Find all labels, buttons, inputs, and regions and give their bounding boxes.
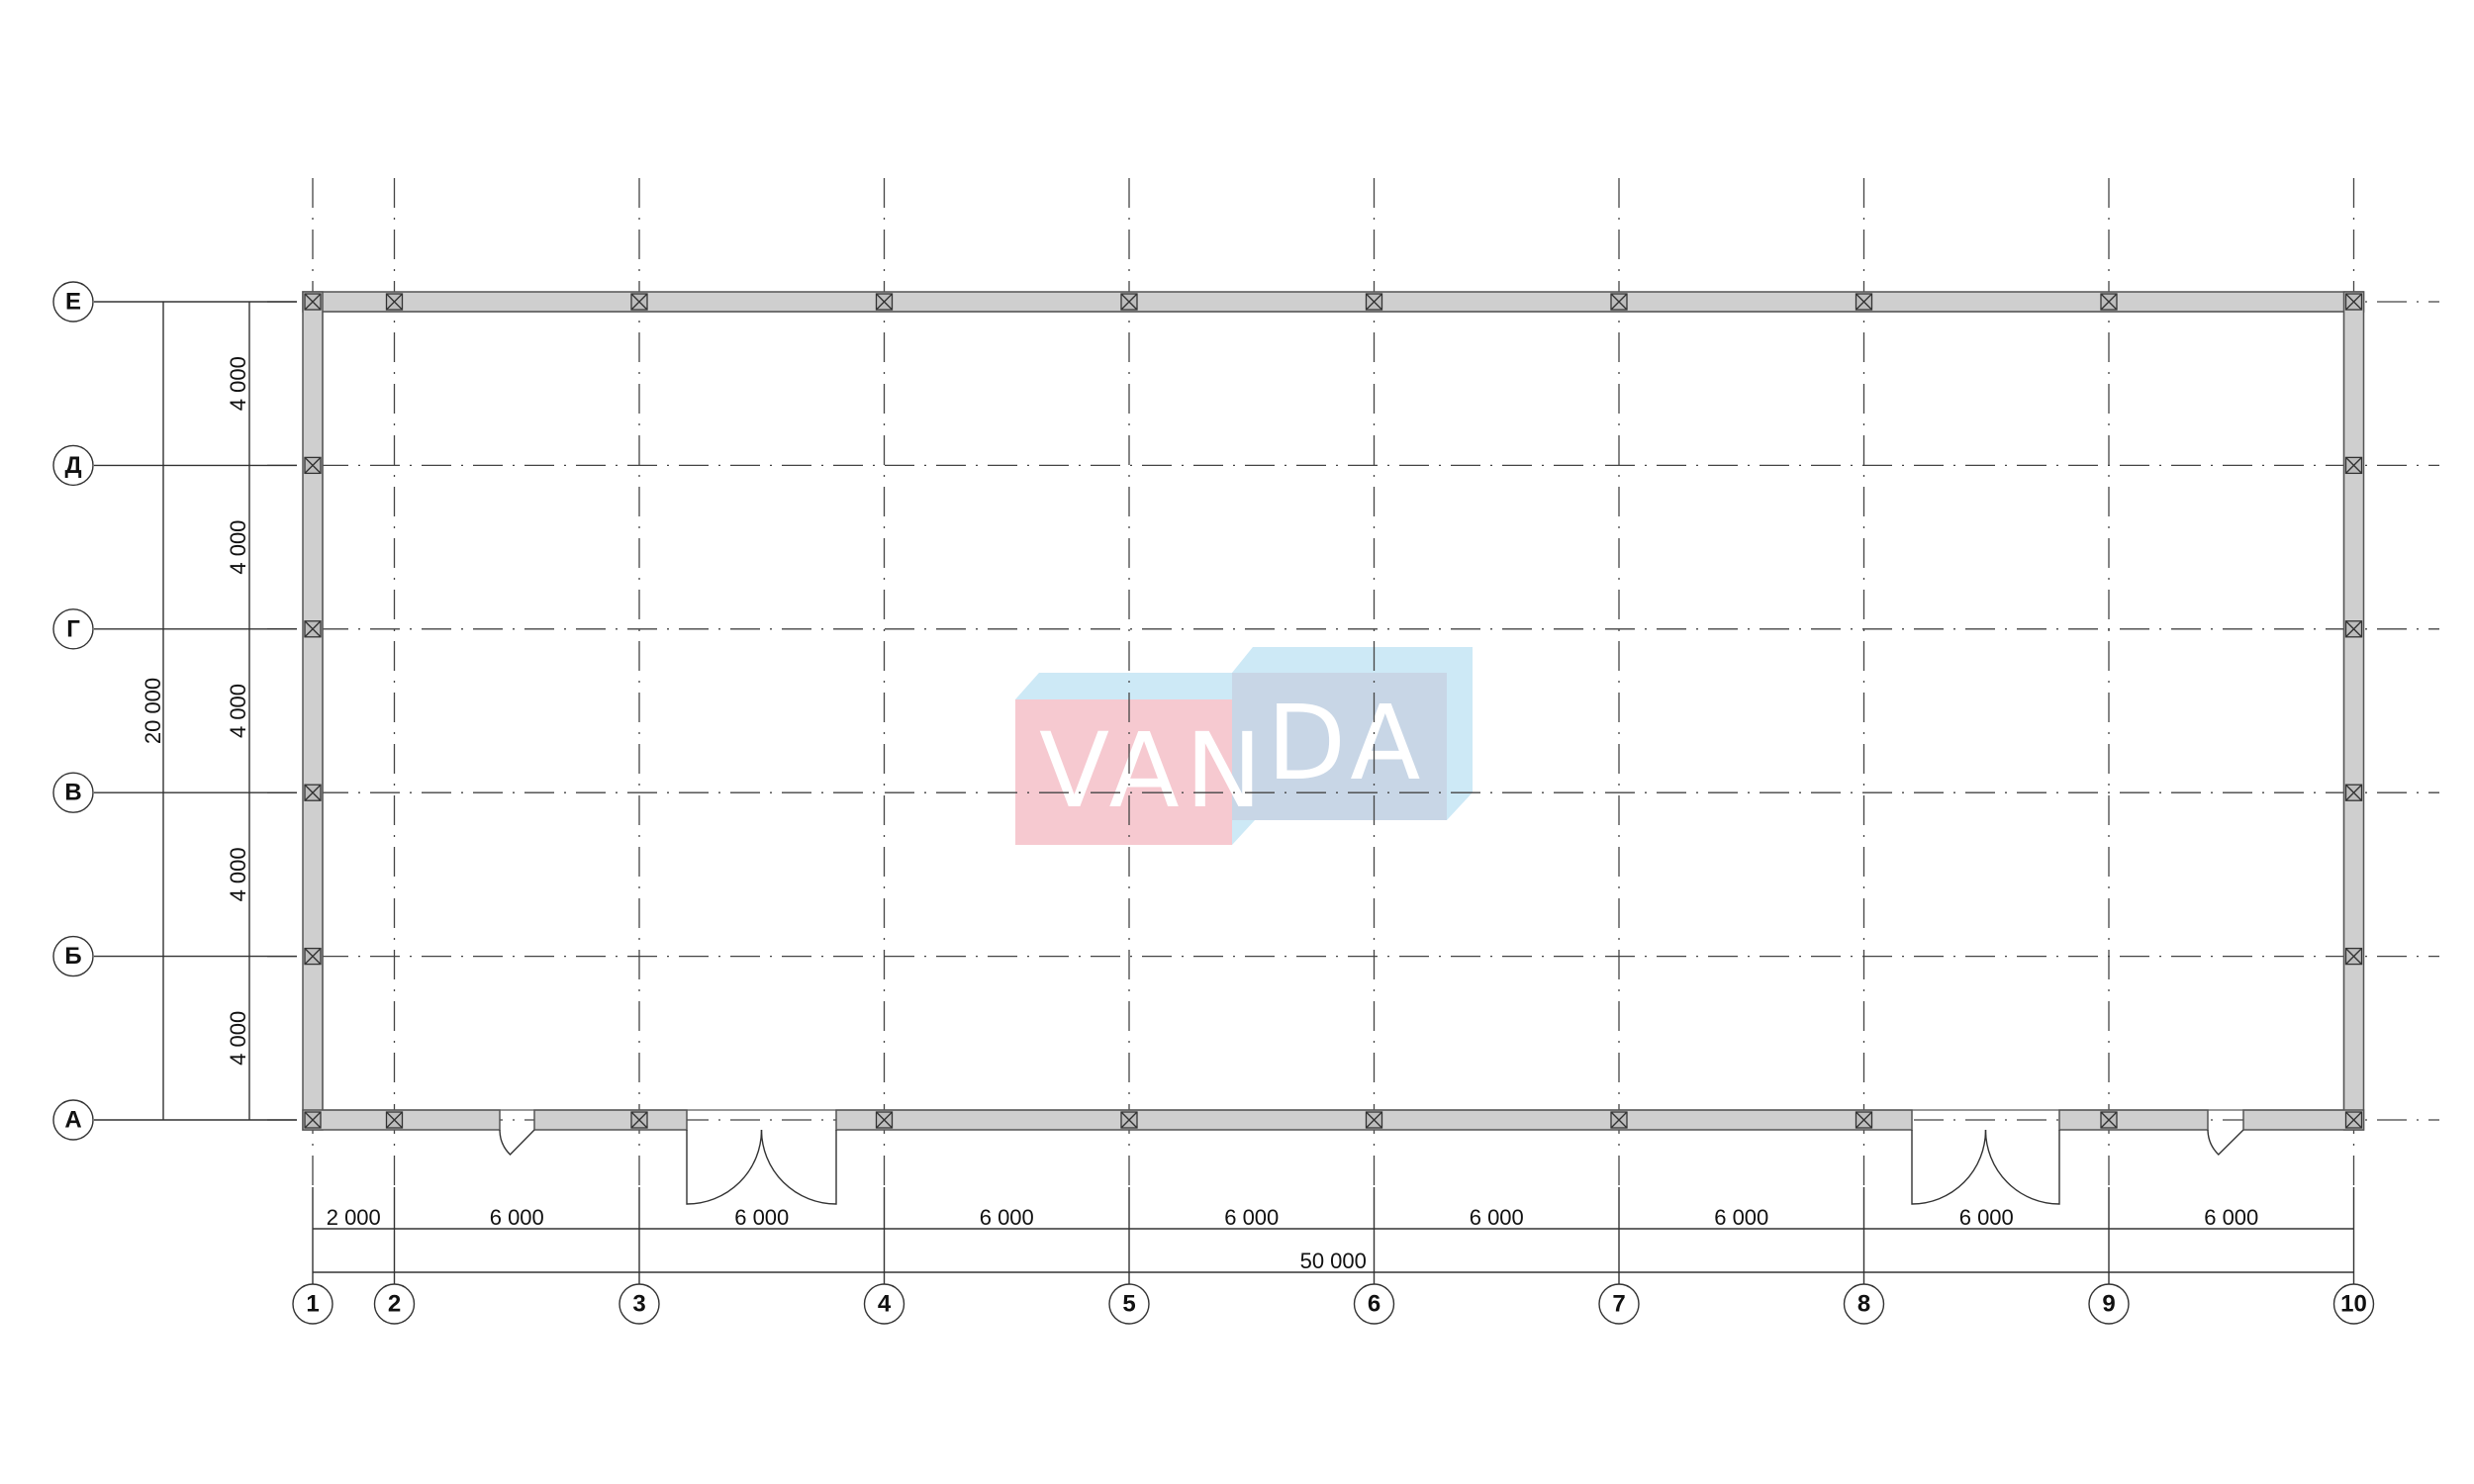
column-axis-label: 9 [2102, 1291, 2115, 1318]
column-axis-label: 4 [878, 1291, 892, 1318]
double-door-left-leaf [686, 1129, 763, 1205]
column-axis-label: 6 [1368, 1291, 1380, 1318]
total-height-label: 20 000 [141, 678, 165, 744]
column-cross [304, 948, 322, 966]
column-axis-label: 8 [1857, 1291, 1870, 1318]
column-cross [1610, 293, 1628, 311]
column-spacing-label: 6 000 [734, 1205, 789, 1230]
row-axis-label: Б [64, 943, 81, 970]
single-door-leaf [499, 1129, 535, 1156]
row-axis-label: А [64, 1107, 81, 1134]
row-axis-bubble [52, 281, 94, 323]
wall-bottom-segment [533, 1109, 688, 1131]
column-axis-bubble [1843, 1283, 1885, 1325]
logo-pink-block [1015, 699, 1232, 845]
vanda-watermark-logo: VAN DA [1015, 647, 1473, 845]
column-axis-label: 10 [2340, 1291, 2367, 1318]
column-cross [2345, 456, 2362, 474]
row-axis-bubble [52, 608, 94, 650]
total-length-label: 50 000 [1300, 1249, 1367, 1273]
column-cross [1120, 1111, 1138, 1129]
column-cross [304, 293, 322, 311]
column-axis-bubble [2332, 1283, 2375, 1325]
logo-front-top-face [1015, 673, 1232, 699]
column-cross [876, 1111, 893, 1129]
column-axis-label: 7 [1612, 1291, 1625, 1318]
column-cross [304, 784, 322, 801]
row-axis-label: Д [64, 452, 81, 479]
column-cross [386, 293, 403, 311]
column-cross [1366, 1111, 1382, 1129]
column-spacing-label: 6 000 [980, 1205, 1034, 1230]
row-spacing-label: 4 000 [226, 1011, 250, 1066]
column-cross [2345, 784, 2362, 801]
column-cross [1120, 293, 1138, 311]
row-axis-bubble [52, 772, 94, 813]
column-cross [1856, 293, 1872, 311]
logo-slate-block [1232, 673, 1447, 820]
column-axis-label: 5 [1122, 1291, 1135, 1318]
column-cross [304, 456, 322, 474]
wall-left [302, 291, 324, 1131]
column-axis-label: 1 [306, 1291, 319, 1318]
column-axis-bubble [373, 1283, 416, 1325]
column-cross [2345, 1111, 2362, 1129]
column-axis-bubble [1353, 1283, 1395, 1325]
row-spacing-label: 4 000 [226, 356, 250, 411]
single-door-leaf [2207, 1129, 2244, 1156]
row-spacing-label: 4 000 [226, 847, 250, 901]
row-spacing-label: 4 000 [226, 520, 250, 575]
wall-right [2342, 291, 2365, 1131]
logo-text-right: DA [1267, 683, 1426, 803]
interior-outline [322, 311, 2345, 1111]
wall-bottom-segment [2058, 1109, 2209, 1131]
column-cross [1610, 1111, 1628, 1129]
column-axis-bubble [1598, 1283, 1640, 1325]
column-spacing-label: 6 000 [1959, 1205, 2014, 1230]
column-cross [2345, 293, 2362, 311]
double-door-left-leaf [1911, 1129, 1987, 1205]
column-spacing-label: 6 000 [1224, 1205, 1279, 1230]
column-axis-bubble [292, 1283, 333, 1325]
row-axis-bubble [52, 935, 94, 977]
column-cross [876, 293, 893, 311]
column-cross [386, 1111, 403, 1129]
column-cross [630, 1111, 648, 1129]
column-spacing-label: 6 000 [2204, 1205, 2258, 1230]
column-cross [1856, 1111, 1872, 1129]
column-spacing-label: 6 000 [490, 1205, 544, 1230]
column-cross [304, 1111, 322, 1129]
column-spacing-label: 6 000 [1714, 1205, 1768, 1230]
column-axis-label: 2 [388, 1291, 401, 1318]
column-axis-bubble [2088, 1283, 2130, 1325]
logo-text-left: VAN [1039, 710, 1268, 831]
column-cross [1366, 293, 1382, 311]
column-spacing-label: 6 000 [1470, 1205, 1524, 1230]
row-axis-bubble [52, 444, 94, 487]
column-cross [2345, 948, 2362, 966]
row-axis-label: Г [66, 615, 80, 642]
column-cross [2100, 1111, 2118, 1129]
column-cross [2345, 620, 2362, 638]
column-axis-bubble [863, 1283, 905, 1325]
column-spacing-label: 2 000 [327, 1205, 381, 1230]
column-axis-bubble [1108, 1283, 1150, 1325]
column-cross [304, 620, 322, 638]
column-axis-label: 3 [632, 1291, 645, 1318]
column-axis-bubble [618, 1283, 660, 1325]
row-spacing-label: 4 000 [226, 684, 250, 738]
column-cross [630, 293, 648, 311]
row-axis-label: В [64, 780, 81, 806]
row-axis-label: Е [65, 289, 81, 316]
logo-front-bottom-face [1232, 820, 1255, 845]
double-door-right-leaf [1984, 1129, 2060, 1205]
wall-top [302, 291, 2365, 313]
column-cross [2100, 293, 2118, 311]
double-door-right-leaf [760, 1129, 837, 1205]
row-axis-bubble [52, 1099, 94, 1141]
